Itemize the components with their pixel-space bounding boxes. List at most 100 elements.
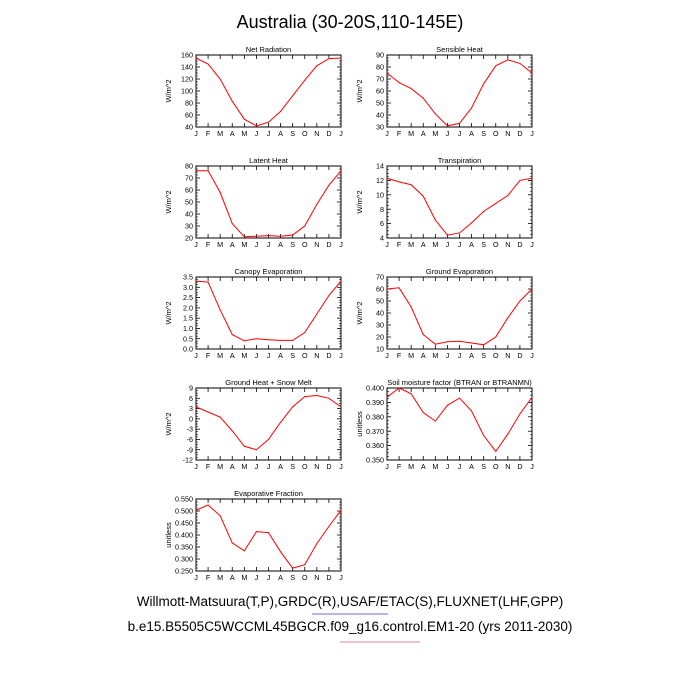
data-point [292, 234, 294, 236]
x-tick-label: A [421, 129, 426, 138]
x-tick-label: O [302, 462, 308, 471]
data-point [507, 195, 509, 197]
x-tick-label: N [505, 129, 510, 138]
x-tick-label: J [194, 351, 198, 360]
x-tick-label: J [339, 462, 343, 471]
data-point [243, 236, 245, 238]
y-tick-label: 4 [380, 234, 384, 243]
data-point [483, 435, 485, 437]
x-tick-label: O [302, 351, 308, 360]
data-point [195, 57, 197, 59]
x-tick-label: M [408, 129, 414, 138]
x-tick-label: M [408, 351, 414, 360]
y-tick-label: 3.5 [183, 273, 193, 282]
x-tick-label: A [278, 240, 283, 249]
x-tick-label: M [241, 462, 247, 471]
x-tick-label: O [493, 351, 499, 360]
data-point [507, 317, 509, 319]
data-point [328, 295, 330, 297]
data-point [531, 72, 533, 74]
x-tick-label: J [446, 462, 450, 471]
y-tick-label: 60 [185, 186, 193, 195]
data-point [328, 397, 330, 399]
x-tick-label: S [481, 351, 486, 360]
data-point [268, 532, 269, 534]
x-tick-label: J [446, 129, 450, 138]
data-point [304, 564, 306, 566]
y-tick-label: 20 [376, 333, 384, 342]
plot-frame [386, 54, 533, 128]
data-point [446, 341, 448, 343]
y-tick-label: 8 [380, 205, 384, 214]
x-tick-label: M [217, 573, 223, 582]
x-tick-label: J [194, 240, 198, 249]
y-tick-label: 10 [376, 190, 384, 199]
data-point [207, 63, 209, 65]
data-point [243, 550, 245, 552]
x-tick-label: J [385, 240, 389, 249]
x-tick-label: O [302, 129, 308, 138]
credit-line-1: Willmott-Matsuura(T,P),GRDC(R),USAF/ETAC… [136, 594, 564, 609]
y-tick-label: 2.0 [183, 303, 193, 312]
data-point [483, 344, 485, 346]
y-tick-label: 50 [376, 99, 384, 108]
data-point [434, 113, 436, 115]
y-tick-label: -3 [187, 425, 193, 434]
data-point [495, 450, 497, 452]
y-axis-label: W/m^2 [164, 190, 173, 213]
data-point [340, 406, 342, 408]
data-point [207, 504, 209, 506]
data-point [340, 509, 342, 511]
y-tick-label: 120 [181, 75, 193, 84]
y-tick-label: 14 [376, 162, 384, 171]
data-point [495, 336, 497, 338]
y-tick-label: 70 [185, 174, 193, 183]
data-point [195, 170, 197, 172]
data-point [231, 334, 233, 336]
y-tick-label: 0.300 [175, 555, 193, 564]
data-point [316, 65, 318, 67]
y-tick-label: 1.0 [183, 324, 193, 333]
series-line [196, 170, 342, 238]
y-tick-label: 0.380 [366, 412, 384, 421]
y-axis-label: unitless [355, 411, 364, 437]
x-tick-label: A [469, 462, 474, 471]
x-tick-label: J [446, 240, 450, 249]
data-point [219, 309, 221, 311]
x-tick-label: F [206, 240, 211, 249]
data-point [519, 62, 521, 64]
data-point [507, 433, 509, 435]
x-tick-label: N [505, 351, 510, 360]
data-point [207, 411, 209, 413]
data-point [304, 332, 306, 334]
x-tick-label: A [469, 129, 474, 138]
y-tick-label: 0.390 [366, 398, 384, 407]
x-tick-label: M [241, 240, 247, 249]
data-point [340, 57, 342, 59]
y-tick-label: 30 [376, 123, 384, 132]
x-tick-label: J [194, 462, 198, 471]
x-tick-label: O [302, 573, 308, 582]
y-tick-label: 6 [380, 219, 384, 228]
data-point [207, 281, 209, 283]
data-point [316, 203, 318, 205]
y-tick-label: 2.5 [183, 293, 193, 302]
x-tick-label: A [230, 573, 235, 582]
y-axis-label: W/m^2 [164, 412, 173, 435]
y-tick-label: 0.370 [366, 427, 384, 436]
plot-frame [195, 498, 342, 572]
y-tick-label: 0.400 [175, 531, 193, 540]
y-tick-label: 0.360 [366, 441, 384, 450]
data-point [422, 411, 424, 413]
y-axis-label: W/m^2 [164, 301, 173, 324]
data-point [328, 58, 330, 60]
y-tick-label: -12 [183, 456, 193, 465]
x-tick-label: A [230, 129, 235, 138]
x-tick-label: A [278, 129, 283, 138]
data-point [422, 334, 424, 336]
x-tick-label: D [517, 129, 522, 138]
data-point [316, 543, 318, 545]
data-point [410, 393, 412, 395]
data-point [243, 340, 245, 342]
